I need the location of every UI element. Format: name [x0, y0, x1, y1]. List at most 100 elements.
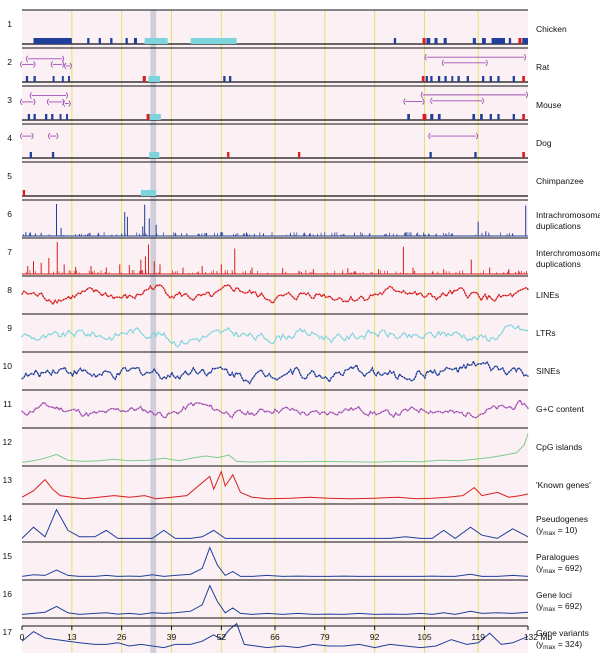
syntenic-block: [457, 76, 460, 82]
track-label: LTRs: [536, 328, 556, 338]
density-series: [21, 508, 529, 540]
pair-bracket-left: [20, 98, 23, 106]
syntenic-block: [430, 114, 434, 120]
syntenic-block: [508, 38, 512, 44]
pair-bracket-right: [61, 61, 65, 68]
track-number: 11: [3, 399, 12, 409]
syntenic-block: [298, 152, 301, 158]
pair-bracket-left: [20, 61, 23, 68]
syntenic-block: [22, 190, 26, 196]
track-number: 13: [3, 475, 13, 485]
syntenic-block: [59, 114, 62, 120]
pair-bracket-right: [523, 53, 527, 61]
track-2: 2 Rat: [7, 53, 550, 87]
syntenic-block: [497, 114, 500, 120]
track-number: 10: [3, 361, 13, 371]
syntenic-block: [497, 76, 500, 82]
track-15: 15 Paralogues(ymax = 692): [3, 546, 582, 581]
track-13: 13 'Known genes': [3, 470, 591, 505]
x-tick-label: 105: [417, 632, 431, 642]
track-label: duplications: [536, 221, 581, 231]
x-tick-label: 52: [217, 632, 227, 642]
track-label: SINEs: [536, 366, 560, 376]
syntenic-block: [480, 114, 483, 120]
x-tick-label: 0: [20, 632, 25, 642]
syntenic-block: [425, 76, 428, 82]
x-tick-label: 132 Mb: [524, 632, 553, 642]
syntenic-block: [68, 76, 70, 82]
syntenic-block: [443, 38, 447, 44]
track-5: 5 Chimpanzee: [7, 171, 584, 201]
density-series: [21, 470, 529, 500]
track-number: 12: [3, 437, 13, 447]
syntenic-block: [522, 76, 525, 82]
track-label-sub: (ymax = 10): [536, 525, 578, 537]
pair-bracket-left: [420, 91, 423, 99]
pair-bracket-left: [430, 97, 433, 105]
pair-bracket-right: [56, 132, 59, 140]
track-number: 7: [7, 247, 12, 257]
track-label-sub: (ymax = 692): [536, 563, 582, 575]
track-11: 11 G+C content: [3, 399, 585, 429]
track-8: 8 LINEs: [7, 283, 559, 315]
syntenic-block: [33, 114, 36, 120]
pair-bracket-right: [475, 132, 479, 140]
pair-bracket-left: [48, 132, 51, 140]
syntenic-block: [229, 76, 232, 82]
pair-bracket-left: [46, 98, 50, 106]
x-tick-label: 26: [117, 632, 127, 642]
syntenic-block: [489, 114, 492, 120]
syntenic-block: [51, 152, 55, 158]
syntenic-block: [430, 76, 433, 82]
pair-bracket-left: [403, 98, 406, 105]
pair-bracket-left: [424, 53, 427, 61]
syntenic-block: [491, 38, 505, 44]
track-17: 17 Gene variants(ymax = 324): [3, 622, 589, 651]
x-tick-label: 39: [167, 632, 177, 642]
syntenic-block: [434, 38, 438, 44]
pair-bracket-right: [65, 92, 69, 99]
track-label: Intrachromosomal: [536, 210, 600, 220]
syntenic-block: [522, 152, 525, 158]
track-1: 1 Chicken: [7, 19, 567, 49]
syntenic-block: [407, 114, 410, 120]
track-14: 14 Pseudogenes(ymax = 10): [3, 508, 588, 543]
track-label: LINEs: [536, 290, 559, 300]
syntenic-block: [133, 38, 137, 44]
track-label: Chimpanzee: [536, 176, 584, 186]
x-tick-label: 119: [471, 632, 485, 642]
syntenic-block: [149, 114, 161, 120]
syntenic-block: [51, 114, 54, 120]
track-label: CpG islands: [536, 442, 582, 452]
syntenic-block: [512, 76, 515, 82]
track-number: 14: [3, 513, 13, 523]
track-label-sub: (ymax = 692): [536, 601, 582, 613]
syntenic-block: [144, 38, 168, 44]
pair-bracket-right: [69, 62, 72, 70]
syntenic-block: [472, 114, 476, 120]
density-series: [21, 622, 529, 649]
x-tick-label: 79: [320, 632, 330, 642]
syntenic-block: [444, 76, 447, 82]
x-tick-label: 13: [67, 632, 77, 642]
track-number: 1: [7, 19, 12, 29]
pair-bracket-left: [428, 132, 431, 140]
syntenic-block: [482, 38, 486, 44]
syntenic-block: [61, 76, 64, 82]
track-label: Gene variants: [536, 628, 589, 638]
track-label: duplications: [536, 259, 581, 269]
syntenic-block: [33, 76, 36, 82]
track-12: 12 CpG islands: [3, 433, 582, 467]
track-label: Interchromosomal: [536, 248, 600, 258]
density-series: [21, 584, 529, 615]
syntenic-block: [429, 152, 432, 158]
pair-bracket-left: [20, 132, 23, 140]
syntenic-block: [522, 38, 528, 44]
track-label: Paralogues: [536, 552, 579, 562]
pair-bracket-left: [441, 59, 444, 67]
syntenic-block: [512, 114, 515, 120]
track-number: 17: [3, 627, 13, 637]
